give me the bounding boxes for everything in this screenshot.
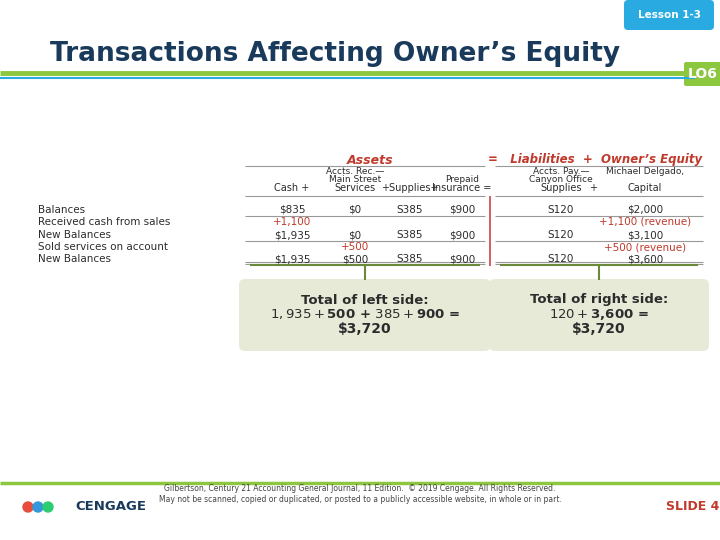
Text: S385: S385: [397, 254, 423, 264]
Text: Total of left side:: Total of left side:: [301, 294, 429, 307]
Text: $0: $0: [348, 205, 361, 215]
Text: Received cash from sales: Received cash from sales: [38, 217, 171, 227]
FancyBboxPatch shape: [489, 279, 709, 351]
Text: +1,100 (revenue): +1,100 (revenue): [599, 217, 691, 227]
Text: +1,100: +1,100: [273, 217, 311, 227]
FancyBboxPatch shape: [684, 62, 720, 86]
Text: Lesson 1-3: Lesson 1-3: [637, 10, 701, 20]
Text: Services: Services: [334, 183, 376, 193]
Text: Main Street: Main Street: [329, 176, 381, 185]
FancyBboxPatch shape: [624, 0, 714, 30]
Text: Total of right side:: Total of right side:: [530, 294, 668, 307]
Text: New Balances: New Balances: [38, 254, 111, 264]
Text: $900: $900: [449, 230, 475, 240]
Text: +Supplies+: +Supplies+: [382, 183, 438, 193]
Text: $2,000: $2,000: [627, 205, 663, 215]
Text: Capital: Capital: [628, 183, 662, 193]
Text: S120: S120: [548, 205, 574, 215]
Text: $900: $900: [449, 254, 475, 264]
Text: S120: S120: [548, 254, 574, 264]
Circle shape: [43, 502, 53, 512]
Text: Prepaid: Prepaid: [445, 176, 479, 185]
Text: S385: S385: [397, 205, 423, 215]
Circle shape: [23, 502, 33, 512]
Text: $1,935: $1,935: [274, 254, 310, 264]
Text: S120: S120: [548, 230, 574, 240]
FancyBboxPatch shape: [239, 279, 491, 351]
Text: =   Liabilities  +  Owner’s Equity: = Liabilities + Owner’s Equity: [488, 153, 702, 166]
Text: Canyon Office: Canyon Office: [529, 176, 593, 185]
Text: Transactions Affecting Owner’s Equity: Transactions Affecting Owner’s Equity: [50, 41, 620, 67]
Text: Insurance =: Insurance =: [432, 183, 492, 193]
Text: SLIDE 4: SLIDE 4: [666, 501, 720, 514]
Text: $900: $900: [449, 205, 475, 215]
Text: Assets: Assets: [347, 153, 393, 166]
Text: Accts. Rec.—: Accts. Rec.—: [326, 167, 384, 177]
Text: $500: $500: [342, 254, 368, 264]
Text: +500 (revenue): +500 (revenue): [604, 242, 686, 252]
Circle shape: [33, 502, 43, 512]
Text: Balances: Balances: [38, 205, 85, 215]
Text: +500: +500: [341, 242, 369, 252]
Text: $835: $835: [279, 205, 305, 215]
Text: $3,720: $3,720: [572, 322, 626, 336]
Text: $120 + $3,600 =: $120 + $3,600 =: [549, 307, 649, 321]
Text: Michael Delgado,: Michael Delgado,: [606, 167, 684, 177]
Text: $0: $0: [348, 230, 361, 240]
Text: S385: S385: [397, 230, 423, 240]
Text: $3,720: $3,720: [338, 322, 392, 336]
Text: CENGAGE: CENGAGE: [75, 501, 146, 514]
Text: Cash +: Cash +: [274, 183, 310, 193]
Text: Supplies: Supplies: [540, 183, 582, 193]
Text: $1,935: $1,935: [274, 230, 310, 240]
Text: LO6: LO6: [688, 67, 718, 81]
Text: +: +: [589, 183, 597, 193]
Text: Gilbertson, Century 21 Accounting General Journal, 11 Edition.  © 2019 Cengage. : Gilbertson, Century 21 Accounting Genera…: [158, 484, 562, 504]
Text: $3,100: $3,100: [627, 230, 663, 240]
Text: Sold services on account: Sold services on account: [38, 242, 168, 252]
Text: $1,935 + $500 + $385 + $900 =: $1,935 + $500 + $385 + $900 =: [270, 307, 460, 321]
Text: $3,600: $3,600: [627, 254, 663, 264]
Text: Accts. Pay.—: Accts. Pay.—: [533, 167, 589, 177]
Text: New Balances: New Balances: [38, 230, 111, 240]
